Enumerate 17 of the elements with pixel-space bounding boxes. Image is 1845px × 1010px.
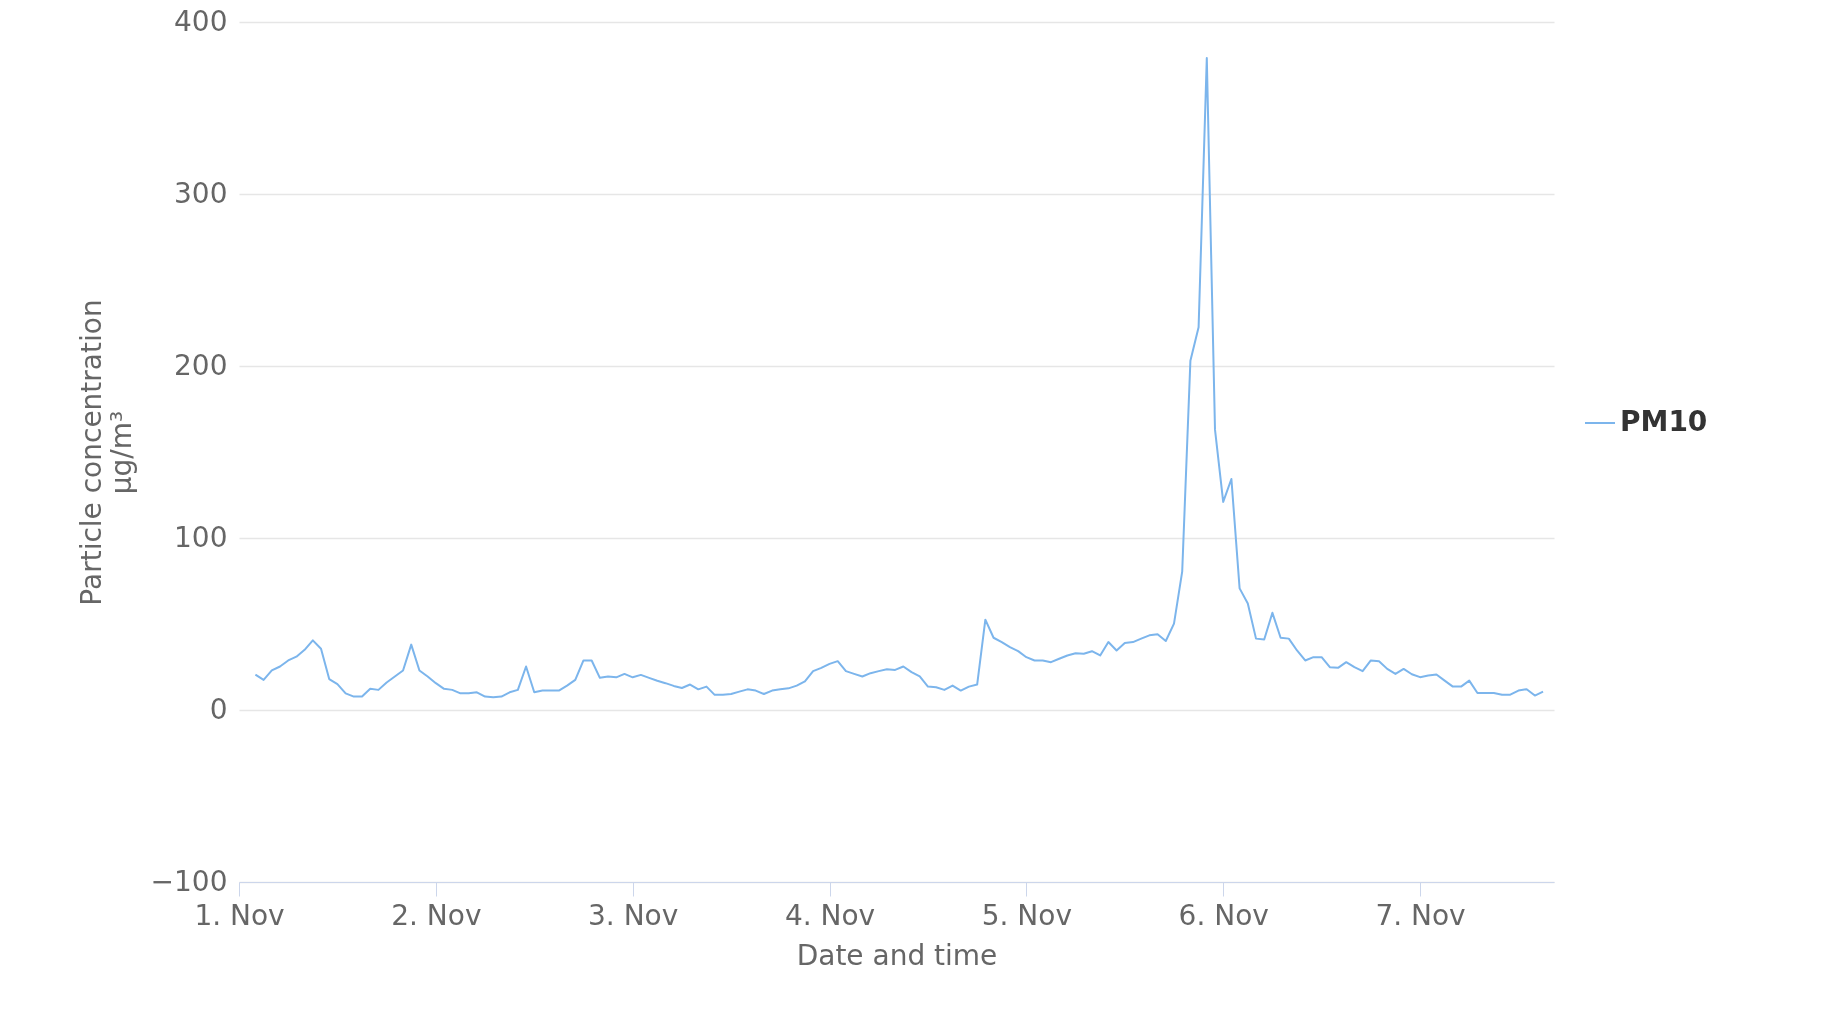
line-series bbox=[254, 57, 1545, 699]
x-tick-label: 3. Nov bbox=[588, 898, 679, 932]
y-tick-label: 100 bbox=[174, 520, 228, 554]
x-tick-label: 5. Nov bbox=[981, 898, 1072, 932]
y-tick-label: 0 bbox=[209, 692, 228, 726]
y-tick-label: 200 bbox=[174, 348, 228, 382]
y-tick-label: −100 bbox=[150, 864, 228, 898]
legend-label: PM10 bbox=[1620, 405, 1708, 438]
x-tick-label: 7. Nov bbox=[1375, 898, 1466, 932]
x-axis-title: Date and time bbox=[796, 938, 998, 972]
x-tick-label: 4. Nov bbox=[784, 898, 876, 932]
y-tick-label: 400 bbox=[174, 4, 228, 38]
x-tick-label: 6. Nov bbox=[1178, 898, 1269, 932]
y-tick-label: 300 bbox=[174, 176, 228, 210]
y-axis-title: Particle concentration µg/m³ bbox=[74, 299, 138, 606]
x-tick-label: 1. Nov bbox=[194, 898, 285, 932]
x-tick-label: 2. Nov bbox=[391, 898, 482, 932]
